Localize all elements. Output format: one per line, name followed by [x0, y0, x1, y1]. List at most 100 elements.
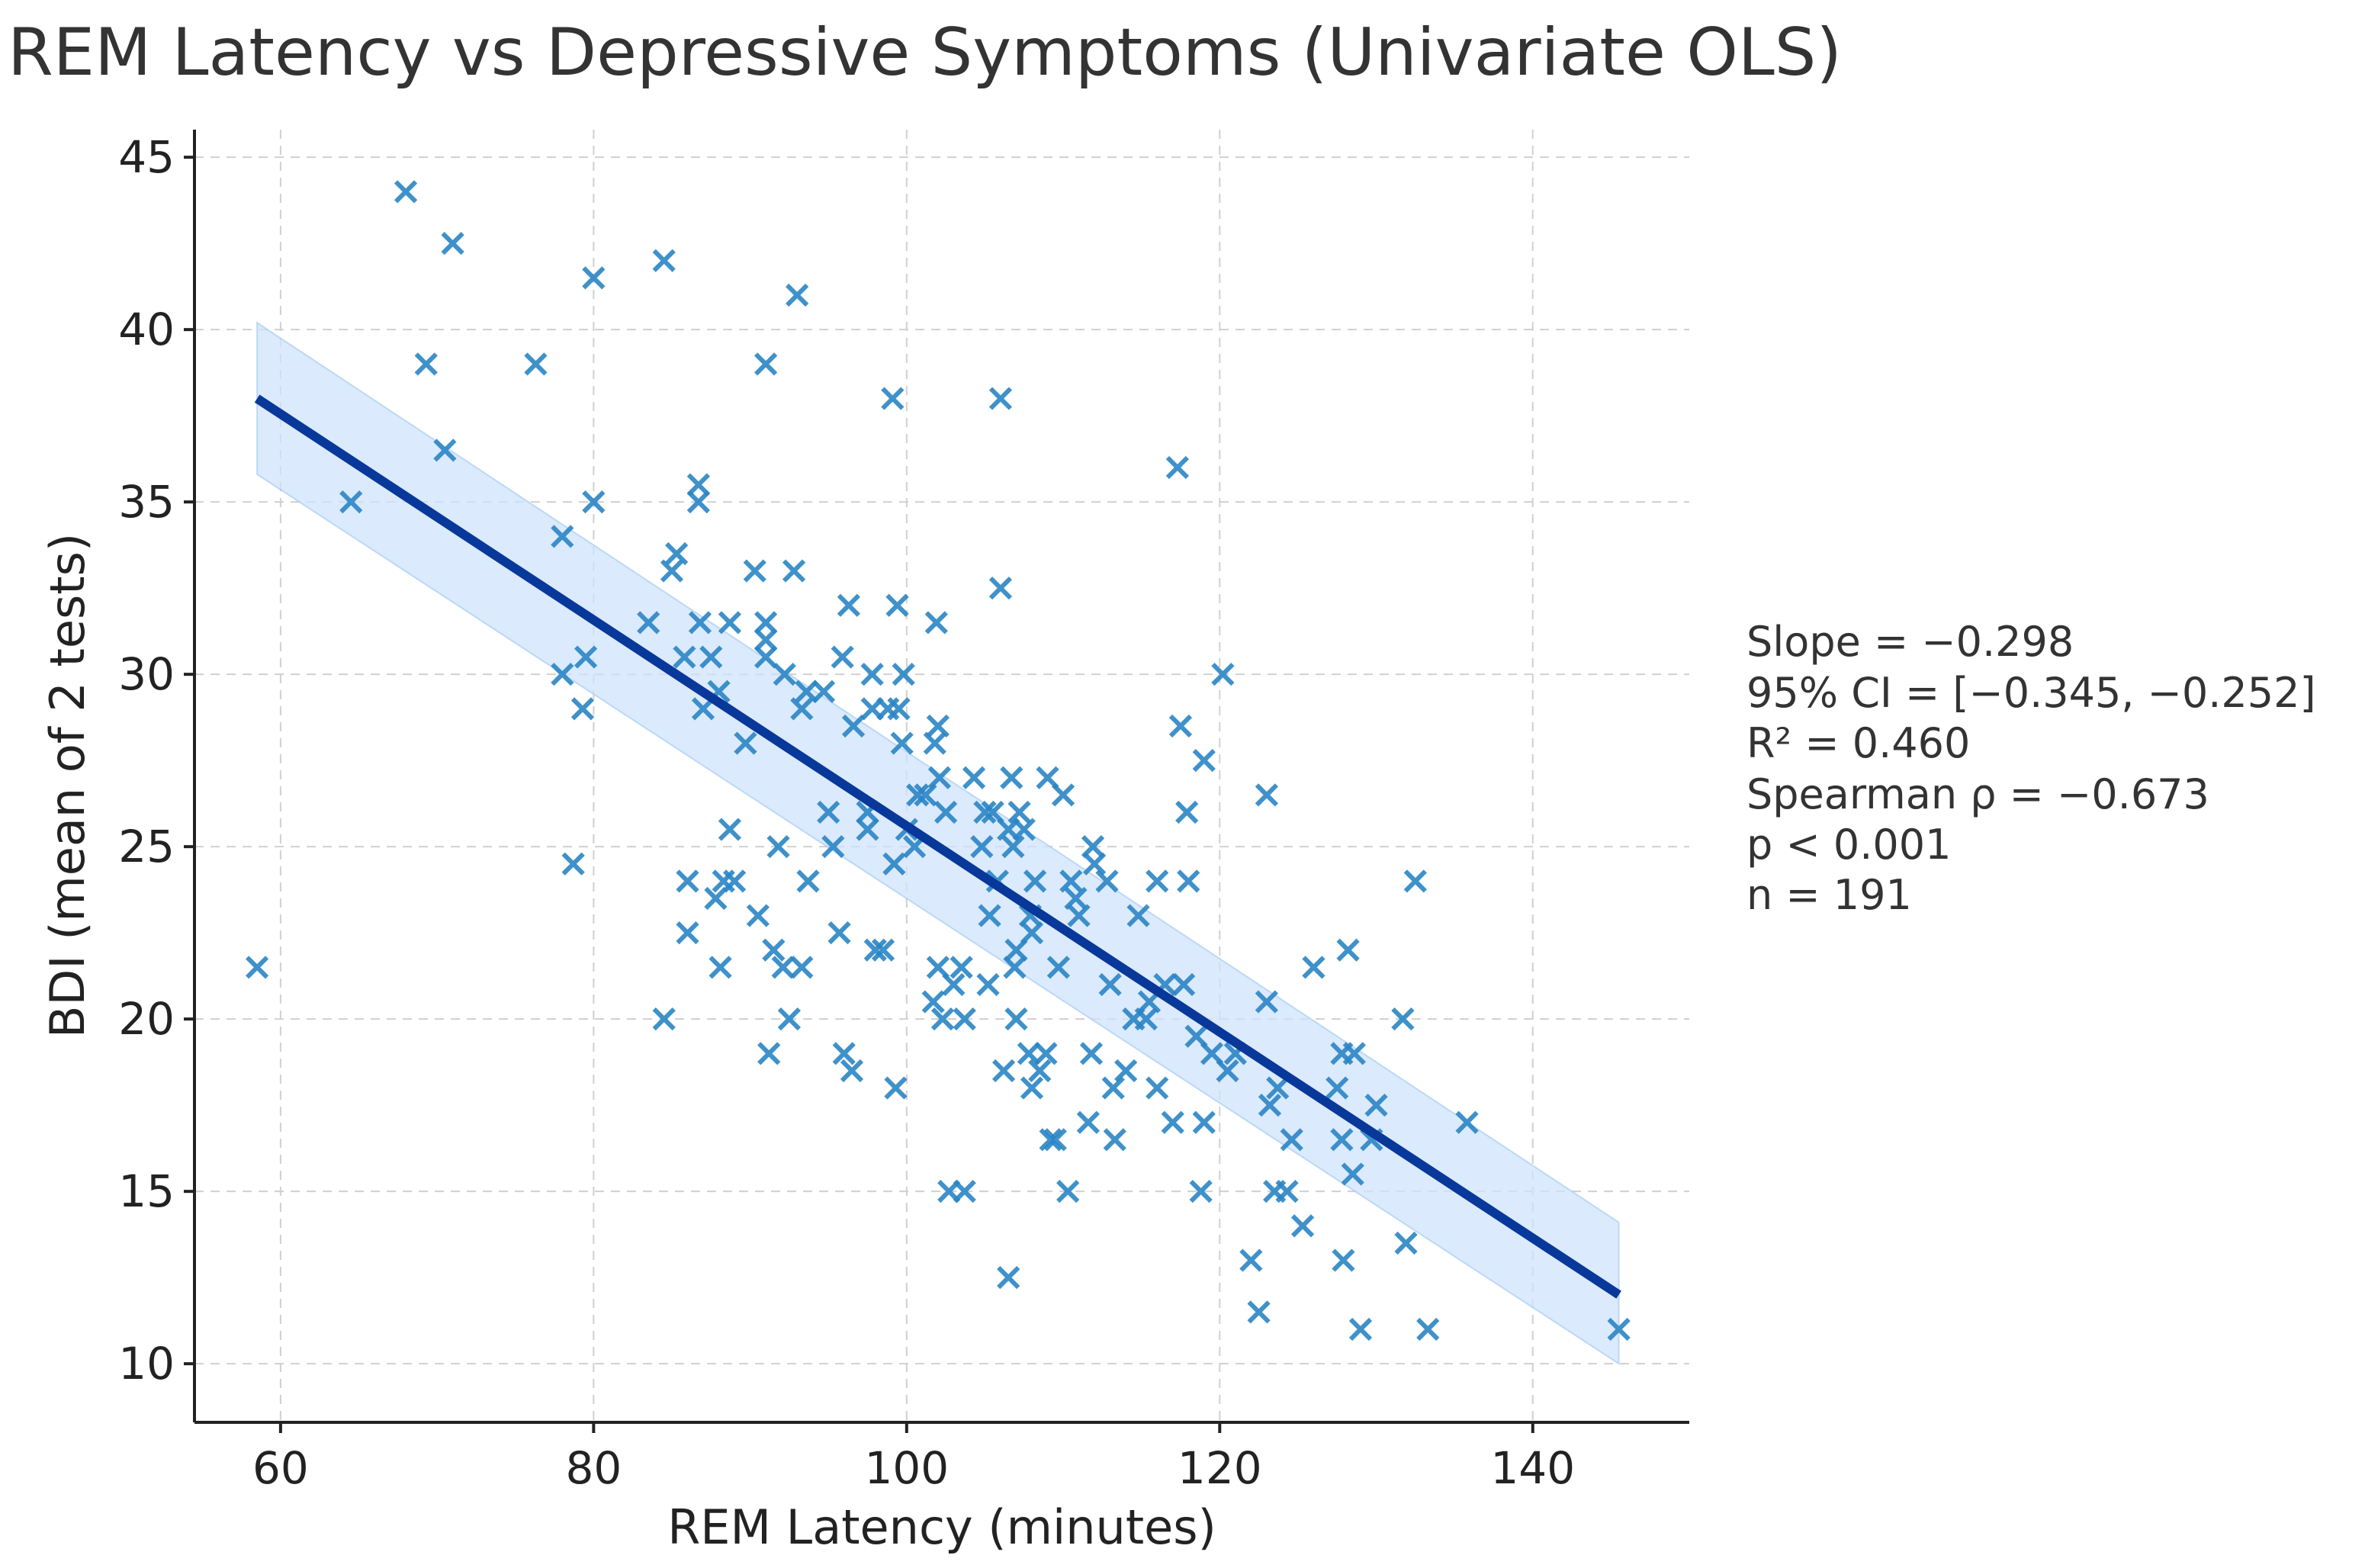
data-point — [1403, 869, 1427, 893]
data-point — [837, 593, 861, 617]
data-point — [930, 1007, 955, 1031]
data-point — [570, 697, 595, 721]
data-point — [926, 714, 950, 738]
data-points — [245, 180, 1631, 1341]
data-point — [1134, 1007, 1158, 1031]
data-point — [1161, 1110, 1184, 1134]
data-point — [1165, 455, 1190, 480]
data-point — [831, 645, 854, 669]
data-point — [1177, 869, 1200, 893]
data-point — [1290, 1214, 1315, 1238]
data-point — [832, 1042, 856, 1065]
data-point — [1364, 1094, 1388, 1117]
data-point — [1211, 663, 1235, 686]
data-point — [950, 956, 973, 979]
data-point — [885, 593, 909, 617]
data-point — [718, 818, 742, 841]
data-point — [551, 525, 574, 548]
data-point — [743, 559, 766, 583]
data-point — [1255, 990, 1278, 1014]
data-point — [811, 680, 836, 703]
y-axis-label: BDI (mean of 2 tests) — [40, 533, 95, 1038]
data-point — [551, 663, 574, 686]
data-point — [433, 439, 457, 462]
data-point — [1239, 1248, 1263, 1272]
data-point — [718, 611, 742, 635]
stats-annotation: Slope = −0.298 95% CI = [−0.345, −0.252]… — [1746, 618, 2316, 919]
data-point — [652, 249, 676, 272]
data-point — [734, 731, 757, 755]
data-point — [441, 232, 464, 255]
stat-p: p < 0.001 — [1746, 821, 1951, 869]
data-point — [652, 1007, 676, 1031]
data-point — [1280, 1128, 1303, 1152]
data-point — [686, 473, 710, 496]
data-point — [892, 663, 915, 686]
data-point — [790, 697, 814, 721]
data-point — [997, 1266, 1020, 1290]
data-point — [991, 1059, 1016, 1083]
stat-ci: 95% CI = [−0.345, −0.252] — [1746, 669, 2316, 717]
data-point — [927, 766, 952, 789]
data-point — [856, 818, 879, 841]
data-point — [777, 1007, 802, 1031]
data-point — [1341, 1162, 1364, 1186]
data-point — [921, 990, 945, 1014]
data-point — [524, 352, 548, 376]
data-point — [1391, 1007, 1415, 1031]
data-point — [841, 714, 866, 738]
data-point — [782, 559, 806, 583]
data-point — [1255, 783, 1278, 807]
data-point — [1114, 1059, 1138, 1083]
data-point — [1247, 1300, 1271, 1324]
data-point — [1007, 800, 1031, 824]
data-point — [660, 559, 684, 583]
data-point — [1020, 921, 1044, 945]
data-point — [637, 611, 660, 635]
data-point — [1095, 869, 1119, 893]
data-point — [827, 921, 851, 945]
data-point — [953, 1007, 976, 1031]
data-point — [1258, 1094, 1282, 1117]
data-point — [817, 800, 840, 824]
x-tick-label: 120 — [1178, 1442, 1262, 1494]
data-point — [1336, 938, 1360, 962]
data-point — [1416, 1317, 1440, 1341]
data-point — [1175, 800, 1199, 824]
data-point — [795, 680, 818, 703]
data-point — [1348, 1317, 1373, 1341]
data-point — [786, 283, 809, 307]
data-point — [1034, 1042, 1058, 1065]
data-point — [890, 731, 914, 755]
data-point — [988, 387, 1013, 410]
data-point — [1325, 1076, 1349, 1100]
data-point — [686, 490, 710, 514]
data-point — [771, 956, 795, 979]
x-tick-label: 140 — [1490, 1442, 1575, 1494]
data-point — [796, 869, 820, 893]
x-tick-label: 100 — [864, 1442, 949, 1494]
data-point — [394, 180, 418, 204]
data-point — [699, 645, 723, 669]
data-point — [1342, 1042, 1366, 1065]
data-point — [1192, 1110, 1216, 1134]
fit-line — [254, 394, 1621, 1299]
data-point — [924, 611, 948, 635]
data-point — [754, 352, 778, 376]
data-point — [942, 972, 966, 997]
data-point — [1046, 956, 1071, 979]
data-point — [1064, 886, 1088, 911]
chart-title: REM Latency vs Depressive Symptoms (Univ… — [8, 14, 1842, 91]
data-point — [704, 886, 728, 911]
data-point — [676, 869, 699, 893]
data-point — [574, 645, 598, 669]
data-point — [1394, 1231, 1418, 1255]
data-point — [1051, 783, 1075, 807]
data-point — [1028, 1059, 1052, 1083]
x-tick-label: 60 — [252, 1442, 309, 1494]
data-point — [1098, 972, 1122, 997]
axes — [193, 130, 1689, 1424]
data-point — [978, 904, 1001, 927]
data-point — [953, 1180, 976, 1203]
data-point — [1266, 1076, 1290, 1100]
